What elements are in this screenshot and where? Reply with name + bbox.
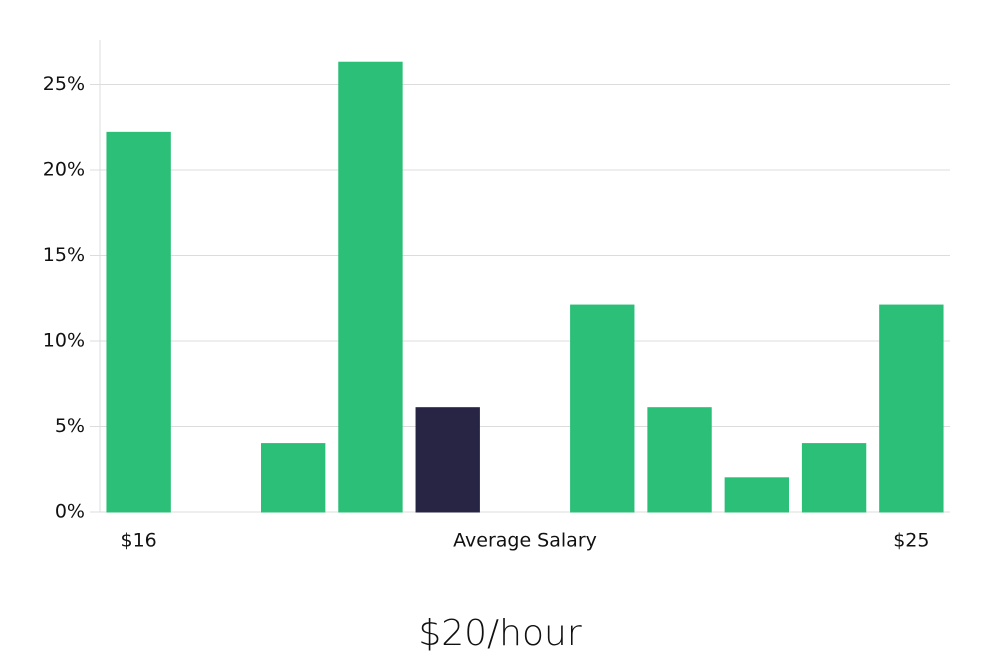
bar [879,304,944,513]
bar [724,477,789,513]
y-tick-label: 20% [43,158,85,180]
bar [338,61,403,513]
x-tick-label: $16 [121,530,157,552]
y-tick-label: 10% [43,329,85,351]
bar [647,407,712,513]
x-axis-label: Average Salary [453,530,597,552]
chart-title: $20/hour [418,613,582,654]
bar [261,443,326,513]
y-tick-label: 0% [55,501,85,523]
bar [106,131,171,513]
bar [415,407,480,513]
bar [801,443,867,513]
y-tick-label: 15% [43,244,85,266]
bar [570,304,635,513]
x-tick-label: $25 [893,530,929,552]
y-tick-label: 25% [43,73,85,95]
y-tick-label: 5% [55,415,85,437]
